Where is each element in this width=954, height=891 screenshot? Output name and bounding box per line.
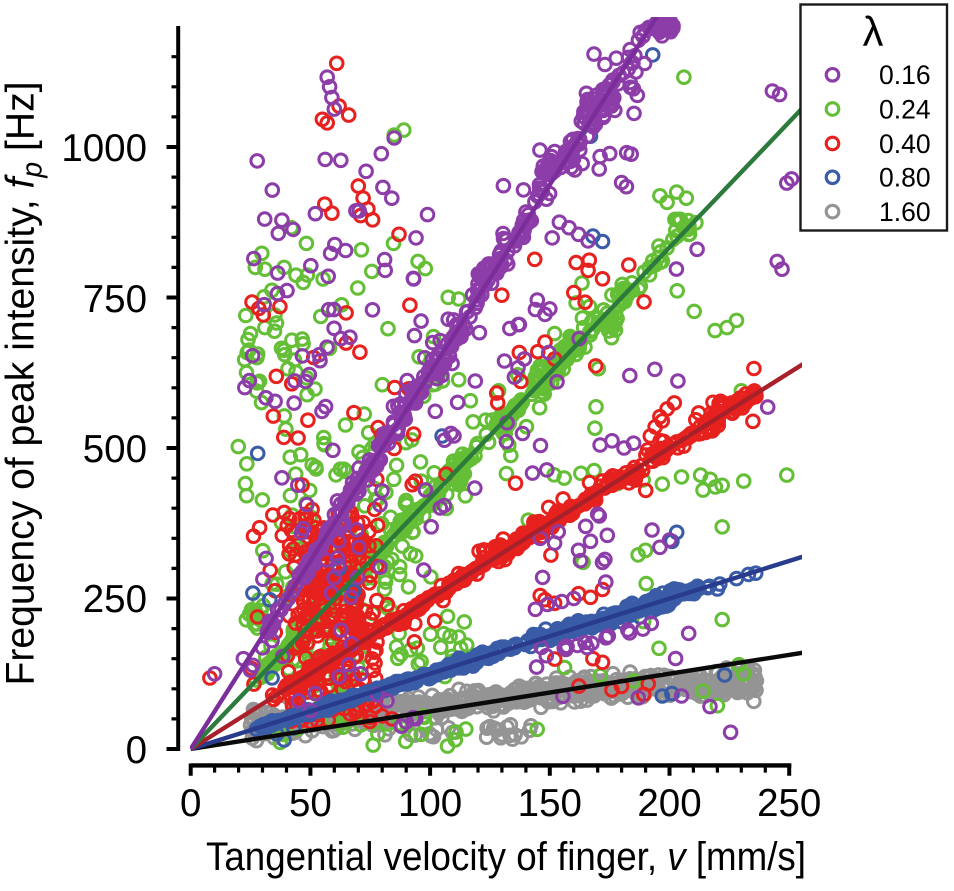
- svg-text:1.60: 1.60: [879, 197, 931, 227]
- svg-text:100: 100: [398, 782, 462, 825]
- svg-text:150: 150: [518, 782, 582, 825]
- svg-text:50: 50: [289, 782, 332, 825]
- svg-text:0.80: 0.80: [879, 163, 931, 193]
- svg-text:250: 250: [83, 578, 147, 621]
- svg-text:Frequency of peak intensity, f: Frequency of peak intensity, fp [Hz]: [0, 81, 49, 685]
- svg-text:0.16: 0.16: [879, 60, 931, 90]
- svg-text:0.24: 0.24: [879, 94, 931, 124]
- svg-text:0: 0: [180, 782, 201, 825]
- svg-text:λ: λ: [863, 8, 884, 55]
- svg-text:0.40: 0.40: [879, 129, 931, 159]
- svg-text:750: 750: [83, 278, 147, 321]
- svg-text:0: 0: [126, 729, 147, 772]
- svg-text:Tangential velocity of finger,: Tangential velocity of finger, v [mm/s]: [206, 835, 806, 879]
- svg-text:1000: 1000: [61, 127, 147, 170]
- svg-text:500: 500: [83, 428, 147, 471]
- svg-text:250: 250: [757, 782, 821, 825]
- svg-text:200: 200: [637, 782, 701, 825]
